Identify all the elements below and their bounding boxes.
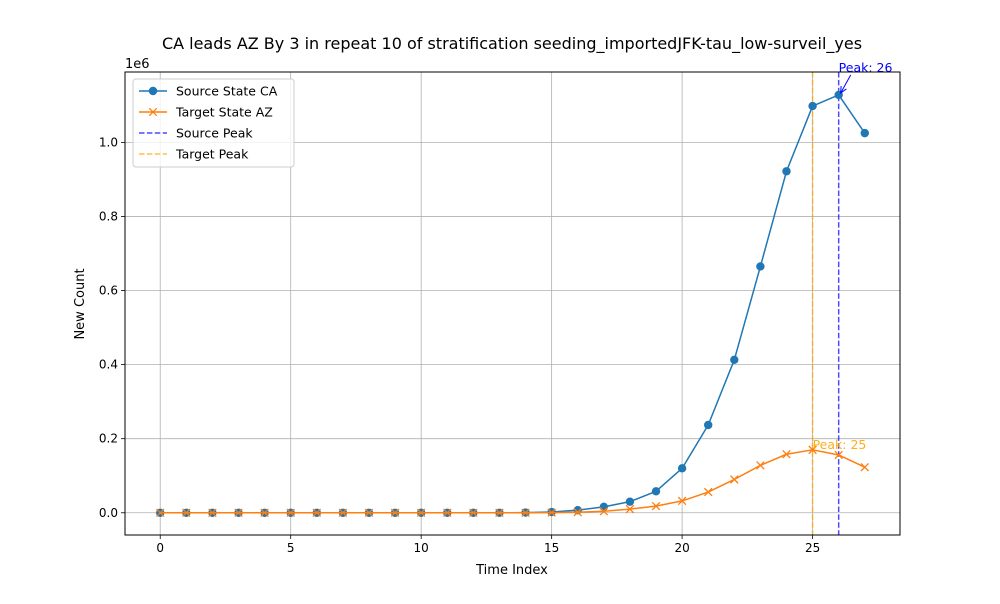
data-point [599,507,609,516]
data-point [756,262,765,271]
data-point [312,508,322,518]
data-point [182,508,191,518]
data-point [704,420,713,430]
data-point [547,508,556,517]
legend-item: Target State AZ [139,105,273,120]
legend-item: Source Peak [139,126,253,141]
data-point [286,508,295,518]
legend-label: Target Peak [175,147,249,162]
data-point [521,508,530,518]
annotations: Peak: 26 Peak: 25 [813,60,893,452]
data-point [573,507,582,517]
peak-annotation-arrowhead [840,85,847,94]
legend-marker [148,107,158,117]
data-point [599,502,609,512]
x-tick-label: 20 [674,541,689,555]
series-line [160,449,866,514]
peak-annotation-arrow [840,74,852,94]
data-point [208,508,217,518]
legend-item: Target Peak [139,147,249,162]
data-point [730,475,739,484]
x-tick-label: 15 [544,541,559,555]
data-point [338,508,348,518]
data-point [860,462,870,472]
chart-title: CA leads AZ By 3 in repeat 10 of stratif… [162,34,862,54]
x-tick-label: 25 [805,541,820,555]
axis-ticks: 0 5 10 15 20 25 0.0 0.2 0.4 0.6 0.8 1.0 [99,135,820,555]
data-point [860,128,869,138]
y-axis-label: New Count [73,268,88,339]
peak-annotation-label: Peak: 25 [813,437,867,452]
series-2 [155,445,870,518]
y-tick-label: 0.4 [99,358,118,372]
data-point [625,497,635,506]
x-tick-label: 10 [414,541,429,555]
data-point [625,504,635,514]
y-tick-label: 0.8 [99,209,118,223]
reference-lines [811,72,840,535]
data-point [260,508,269,518]
y-tick-label: 0.6 [99,284,118,298]
data-point [234,508,243,518]
data-point [651,501,661,511]
data-point [443,508,452,518]
y-tick-label: 0.2 [99,432,118,446]
x-axis-label: Time Index [475,563,548,578]
y-tick-label: 0.0 [99,506,118,520]
data-point [155,508,165,518]
data-point [677,496,687,506]
legend: Source State CA Target State AZ Source Pea… [132,78,295,168]
legend-box [132,78,295,168]
data-point [730,355,739,365]
data-point [390,508,400,518]
x-tick-label: 0 [156,541,164,555]
series-layer [155,90,870,518]
y-scale-offset-label: 1e6 [125,57,150,72]
data-point [677,464,687,473]
data-point [834,450,843,460]
data-point [364,508,374,518]
data-point [808,445,817,455]
data-point [651,487,661,496]
data-point [782,449,791,459]
legend-item: Source State CA [139,84,278,99]
y-tick-label: 1.0 [99,135,118,149]
legend-label: Source State CA [176,84,278,99]
data-point [469,508,478,518]
data-point [416,508,426,518]
x-tick-label: 5 [287,541,295,555]
plot-frame [124,71,901,536]
legend-label: Target State AZ [175,105,273,120]
data-point [703,487,713,497]
legend-label: Source Peak [176,126,253,141]
data-point [782,167,791,176]
data-point [808,101,817,111]
data-point [756,461,765,470]
data-point [495,508,504,518]
peak-annotation-label: Peak: 26 [839,60,893,75]
legend-marker [148,86,158,96]
